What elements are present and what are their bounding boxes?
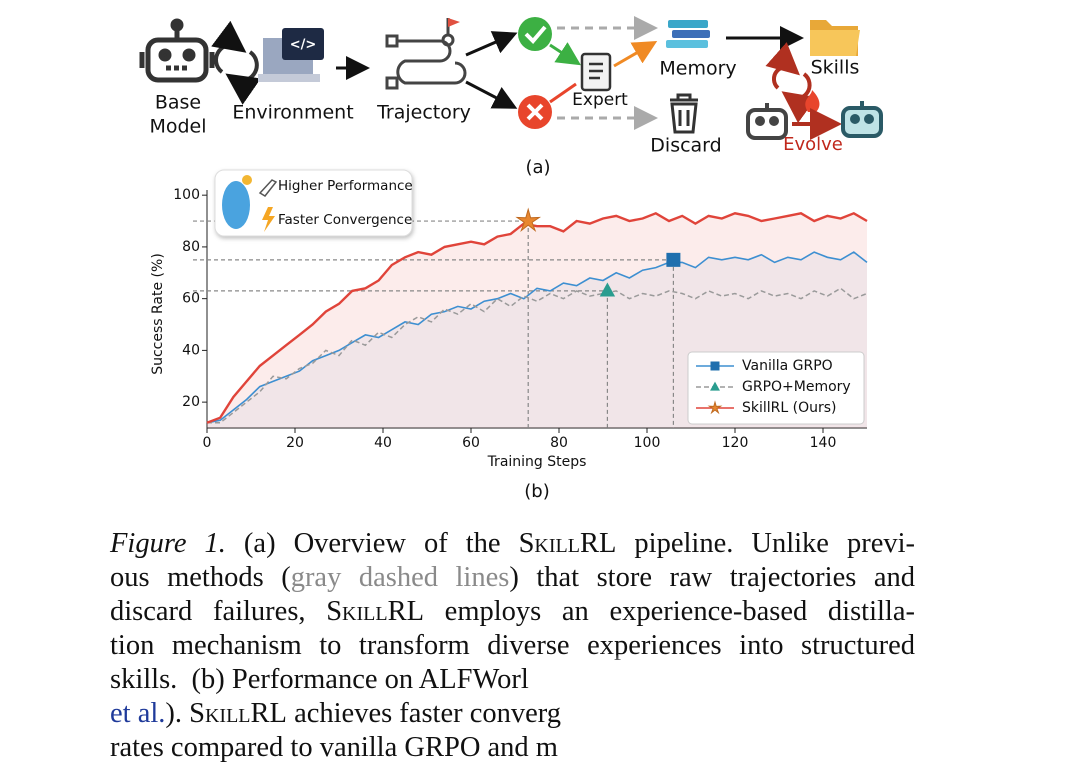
- failure-icon: [518, 95, 552, 129]
- x-tick-label: 100: [634, 435, 661, 451]
- legend-label: GRPO+Memory: [742, 379, 851, 395]
- caption-text: achieves faster converg: [286, 698, 562, 729]
- y-tick-label: 60: [182, 291, 200, 307]
- y-axis-label: Success Rate (%): [150, 253, 166, 375]
- evolve-cycle: [765, 42, 817, 124]
- annotation: Faster Convergence: [278, 212, 412, 228]
- y-tick-label: 40: [182, 342, 200, 358]
- robot-icon: [746, 103, 788, 140]
- sublabel: (b): [524, 481, 549, 502]
- caption-line: Figure 1. (a) Overview of the SkillRL pi…: [110, 527, 915, 561]
- caption-text: SkillRL: [326, 596, 425, 627]
- caption-text: tion mechanism to transform diverse expe…: [110, 630, 915, 661]
- discard-icon: [670, 93, 698, 134]
- diagram-label: Model: [149, 116, 206, 138]
- caption-text: (a) Overview of the: [225, 528, 519, 559]
- y-tick-label: 20: [182, 394, 200, 410]
- cycle-arrows: [211, 20, 261, 105]
- caption-text[interactable]: et al.: [110, 698, 166, 729]
- success-icon: [518, 17, 552, 51]
- x-tick-label: 0: [203, 435, 212, 451]
- arrow: [465, 80, 518, 109]
- caption-text: ) that store raw trajectories and: [509, 562, 915, 593]
- caption-line: skills. (b) Performance on ALFWorl: [110, 663, 915, 697]
- legend-label: Vanilla GRPO: [742, 358, 833, 374]
- x-tick-label: 80: [550, 435, 568, 451]
- skills-icon: [810, 20, 860, 56]
- caption-text: SkillRL: [518, 528, 617, 559]
- lightning-icon: [262, 207, 275, 232]
- highlight-marker: [666, 252, 681, 267]
- caption-text: SkillRL: [189, 698, 287, 729]
- x-tick-label: 140: [810, 435, 837, 451]
- diagram-label: Trajectory: [376, 102, 471, 124]
- rocket-icon: [258, 179, 278, 197]
- diagram-label: Memory: [659, 58, 736, 80]
- x-axis-label: Training Steps: [487, 454, 587, 470]
- caption-line: et al.). SkillRL achieves faster converg: [110, 697, 915, 731]
- caption-text: rates compared to vanilla GRPO and m: [110, 732, 558, 763]
- caption-text: gray dashed lines: [290, 562, 510, 593]
- caption-text: employs an experience-based distilla-: [424, 596, 915, 627]
- caption-text: ).: [165, 698, 190, 729]
- diagram-label: Environment: [232, 102, 353, 124]
- y-tick-label: 80: [182, 239, 200, 255]
- arrow: [613, 40, 658, 68]
- x-tick-label: 20: [286, 435, 304, 451]
- highlight-marker: [599, 282, 616, 297]
- base-model-icon: [139, 18, 215, 83]
- diagram-label: Skills: [811, 57, 860, 79]
- sublabel: (a): [525, 157, 550, 178]
- caption-text: discard failures,: [110, 596, 327, 627]
- code-glyph: </>: [290, 38, 317, 53]
- mascot-icon: [222, 181, 250, 229]
- x-tick-label: 40: [374, 435, 392, 451]
- caption-text: Figure 1.: [110, 528, 226, 559]
- line: [207, 287, 868, 424]
- caption-text: skills. (b) Performance on ALFWorl: [110, 664, 529, 695]
- caption: Figure 1. (a) Overview of the SkillRL pi…: [110, 527, 915, 765]
- diagram-label: Base: [155, 92, 201, 114]
- occlusion: [575, 655, 735, 775]
- arrow: [465, 31, 518, 57]
- annotation: Higher Performance: [278, 178, 413, 194]
- diagram-label: Discard: [650, 135, 721, 157]
- caption-text: ous methods (: [110, 562, 291, 593]
- caption-text: pipeline. Unlike previ-: [616, 528, 915, 559]
- arrow: [549, 82, 577, 104]
- robot-evolved-icon: [841, 101, 883, 138]
- x-tick-label: 60: [462, 435, 480, 451]
- legend-marker: [707, 400, 723, 415]
- diagram-label: Expert: [572, 90, 628, 110]
- environment-icon: </>: [258, 28, 324, 82]
- arrow: [549, 42, 582, 66]
- caption-line: discard failures, SkillRL employs an exp…: [110, 595, 915, 629]
- legend: [687, 351, 865, 425]
- legend-marker: [710, 381, 720, 391]
- highlight-marker: [515, 207, 542, 232]
- chart: 0 20 40 60 80 100 120 140 20 40 60 80 100 Training St…: [150, 169, 868, 502]
- expert-icon: [580, 52, 612, 92]
- caption-line: ous methods (gray dashed lines) that sto…: [110, 561, 915, 595]
- mascot-icon: [242, 175, 252, 185]
- line: [206, 251, 868, 424]
- fire-icon: [805, 90, 820, 112]
- memory-icon: [666, 20, 710, 48]
- line: [206, 211, 868, 424]
- caption-line: tion mechanism to transform diverse expe…: [110, 629, 915, 663]
- diagram-label: Evolve: [783, 134, 843, 155]
- x-tick-label: 120: [722, 435, 749, 451]
- legend-label: SkillRL (Ours): [742, 400, 837, 416]
- trajectory-icon: [385, 18, 467, 90]
- caption-line: rates compared to vanilla GRPO and m: [110, 731, 915, 765]
- legend-marker: [710, 361, 720, 371]
- y-tick-label: 100: [173, 187, 200, 203]
- figure: </> Base Model Environment Trajectory Ex…: [139, 16, 883, 502]
